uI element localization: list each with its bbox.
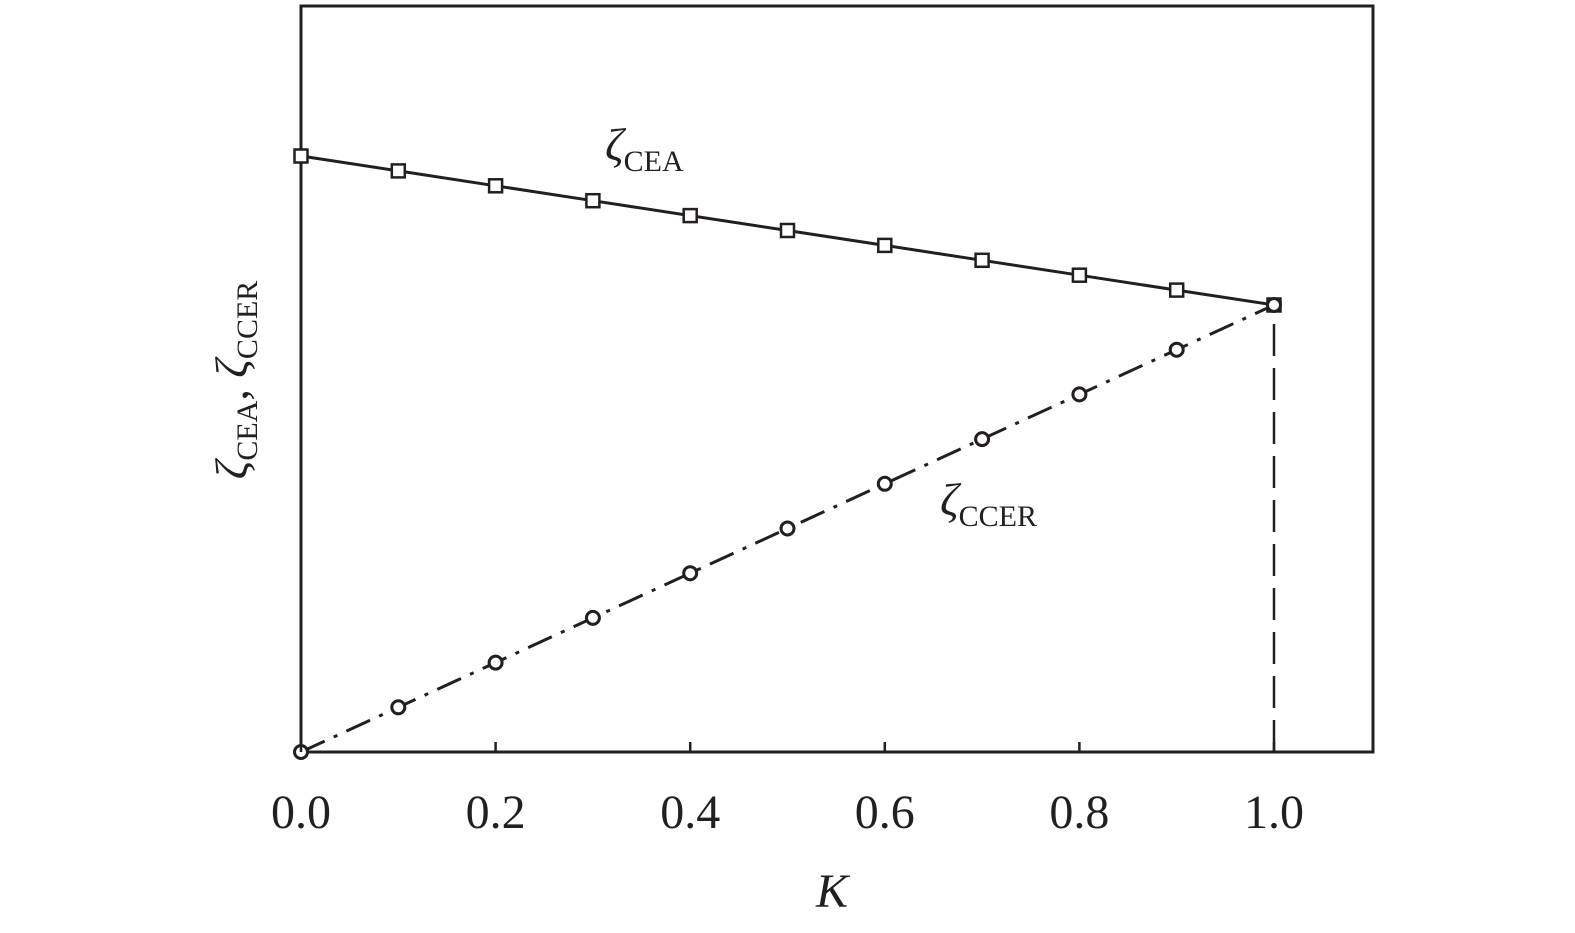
x-tick-label-2: 0.4 [660,786,720,839]
y-label-cea-subscript: CEA [231,400,264,460]
marker-ccer-3 [584,609,601,626]
marker-ccer-2 [487,654,504,671]
marker-ccer-4 [682,565,699,582]
marker-ccer-7 [974,431,991,448]
x-axis-label: K [815,865,851,918]
marker-cea-3 [585,192,601,209]
marker-ccer-10 [1266,297,1282,313]
series-label-ccer-symbol: ζ [940,474,962,525]
marker-ccer-1 [390,699,407,716]
y-label-separator: , [206,378,257,401]
x-tick-label-4: 0.8 [1049,786,1109,839]
y-label-cea-symbol: ζ [206,457,257,479]
marker-cea-0 [293,148,309,164]
series-label-cea-symbol: ζ [605,119,627,170]
y-label-ccer-symbol: ζ [206,356,257,378]
x-tick-label-3: 0.6 [855,786,915,839]
marker-cea-4 [682,207,698,224]
marker-cea-1 [390,163,407,179]
marker-ccer-5 [779,520,796,537]
x-tick-label-0: 0.0 [271,786,331,839]
series-label-cea: ζCEA [605,119,684,178]
series-label-ccer: ζCCER [940,474,1037,533]
series-lines [300,154,1275,754]
x-tick-label-1: 0.2 [466,786,526,839]
marker-cea-7 [974,252,990,269]
y-axis-label: ζCEA, ζCCER [206,281,264,480]
marker-cea-9 [1168,282,1185,298]
series-label-cea-subscript: CEA [624,145,684,178]
y-label-ccer-subscript: CCER [231,281,264,359]
marker-ccer-8 [1071,386,1088,403]
series-label-ccer-subscript: CCER [959,500,1037,533]
marker-cea-8 [1071,267,1088,283]
x-tick-label-5: 1.0 [1244,786,1304,839]
marker-ccer-6 [876,475,893,492]
series-markers [293,148,1282,760]
marker-cea-5 [779,222,796,239]
marker-ccer-9 [1168,341,1185,358]
marker-cea-6 [877,237,893,254]
x-tick-labels: 0.0 0.2 0.4 0.6 0.8 1.0 [271,742,1304,839]
plot-frame [299,4,1375,754]
marker-cea-2 [487,178,504,194]
